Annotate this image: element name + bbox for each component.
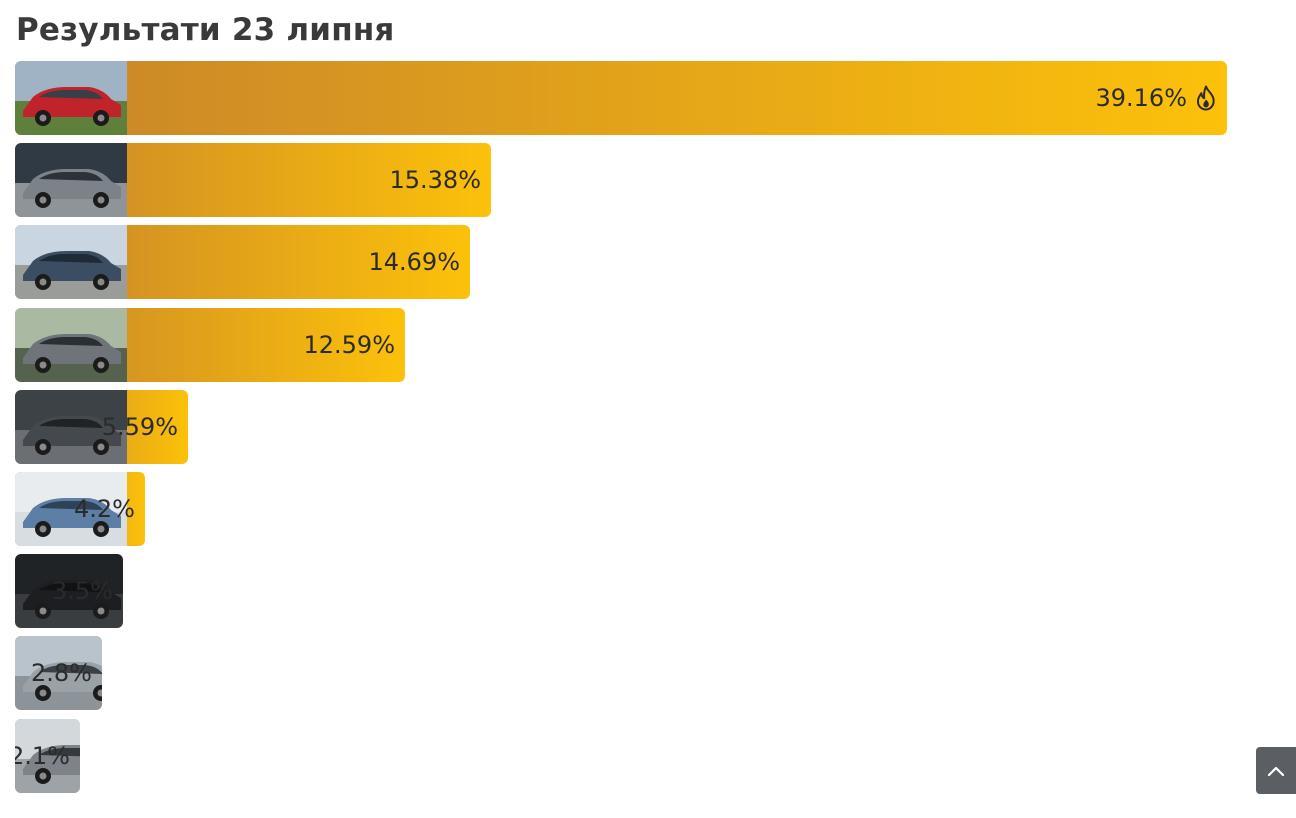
result-row: 5.59% [15,390,188,464]
percent-value: 12.59% [303,331,395,359]
dark-suv-rear-photo [15,554,123,628]
percent-label: 14.69% [368,225,460,299]
percent-label: 15.38% [389,143,481,217]
blue-sedan-photo [15,225,127,299]
percent-value: 39.16% [1095,84,1187,112]
dark-sedan-front-photo [15,390,127,464]
result-bar[interactable]: 2.8% [15,636,102,710]
blue-sedan-rear-photo [15,472,127,546]
flame-icon-wrap [1195,85,1217,111]
percent-label: 39.16% [1095,61,1217,135]
percent-value: 5.59% [101,413,178,441]
grey-wagon-photo [15,308,127,382]
percent-value: 3.5% [52,577,113,605]
grey-sedan-photo [15,143,127,217]
percent-label: 12.59% [303,308,395,382]
percent-label: 2.8% [31,636,92,710]
silver-crossover-photo [15,636,102,710]
result-bar[interactable]: 14.69% [15,225,470,299]
flame-icon [1196,85,1215,111]
scroll-to-top-button[interactable] [1256,747,1296,794]
result-row: 39.16% [15,61,1227,135]
percent-label: 4.2% [74,472,135,546]
result-row: 12.59% [15,308,405,382]
page-title: Результати 23 липня [16,12,395,48]
result-bar[interactable]: 2.1% [15,719,80,793]
percent-value: 4.2% [74,495,135,523]
result-row: 14.69% [15,225,470,299]
result-bar[interactable]: 39.16% [15,61,1227,135]
result-row: 3.5% [15,554,123,628]
percent-value: 14.69% [368,248,460,276]
percent-value: 2.1% [15,742,70,770]
chevron-up-icon [1267,766,1285,776]
result-bar[interactable]: 12.59% [15,308,405,382]
percent-label: 3.5% [52,554,113,628]
red-sedan-photo [15,61,127,135]
result-row: 4.2% [15,472,145,546]
percent-value: 15.38% [389,166,481,194]
percent-label: 5.59% [102,390,178,464]
result-bar[interactable]: 4.2% [15,472,145,546]
result-bar[interactable]: 5.59% [15,390,188,464]
percent-value: 2.8% [31,659,92,687]
result-row: 2.1% [15,719,80,793]
percent-label: 2.1% [15,719,70,793]
result-bar[interactable]: 15.38% [15,143,491,217]
grey-crossover-photo [15,719,80,793]
bar-fill [15,61,1227,135]
result-row: 15.38% [15,143,491,217]
result-bar[interactable]: 3.5% [15,554,123,628]
result-row: 2.8% [15,636,102,710]
